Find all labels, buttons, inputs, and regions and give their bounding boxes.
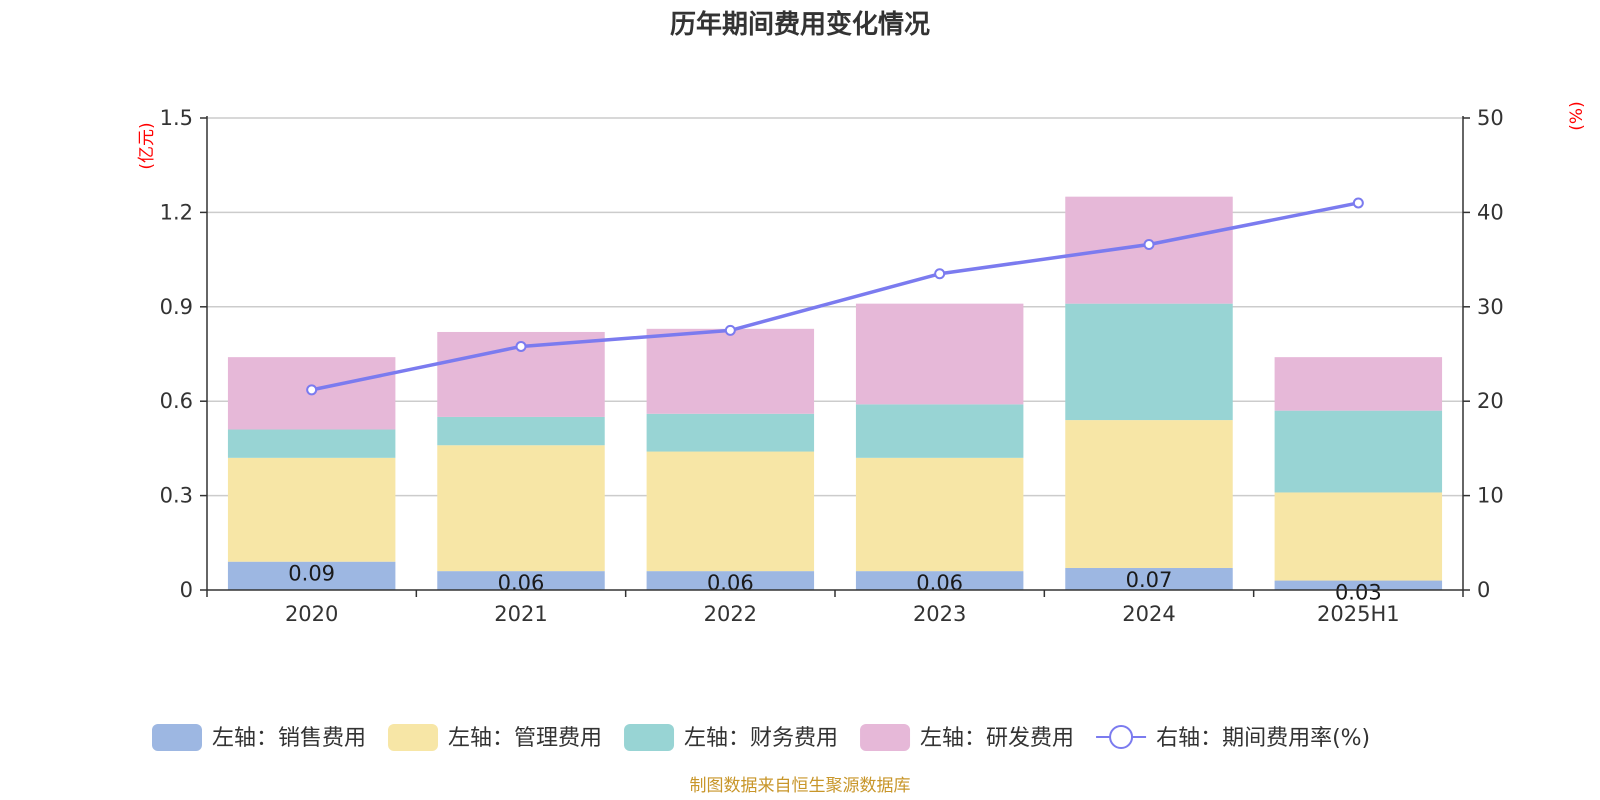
rate-line-point [515, 340, 527, 352]
left-axis-tick-label: 1.5 [160, 106, 193, 130]
legend-label: 左轴：财务费用 [684, 726, 838, 751]
bar-segment [646, 451, 815, 572]
bar-segment [1065, 567, 1233, 590]
bar-segment [646, 571, 815, 590]
x-axis-tick-label: 2021 [494, 602, 547, 626]
bar-data-label: 0.09 [288, 562, 335, 586]
bar-segment [646, 413, 815, 452]
x-axis-tick-label: 2020 [285, 602, 338, 626]
bar-segment [437, 445, 605, 572]
legend-label: 左轴：销售费用 [212, 726, 366, 751]
rate-line [306, 197, 1364, 396]
bar-segment [855, 404, 1024, 458]
legend-circle-symbol [1109, 725, 1134, 749]
left-axis-tick-label: 0 [180, 578, 193, 602]
rate-line-point [1143, 238, 1155, 250]
left-axis-unit: (亿元) [137, 122, 157, 169]
bar-segment [855, 571, 1024, 590]
x-axis-tick-label: 2023 [913, 602, 966, 626]
x-axis-tick-label: 2022 [704, 602, 757, 626]
bar-data-label: 0.03 [1335, 581, 1382, 605]
rate-line-point [1352, 197, 1364, 209]
rate-line-point [306, 384, 318, 396]
left-axis-tick-label: 0.3 [160, 484, 193, 508]
bar-segment [646, 328, 815, 414]
legend-label: 左轴：管理费用 [448, 726, 602, 751]
legend-swatch [860, 724, 911, 751]
chart-title: 历年期间费用变化情况 [670, 9, 930, 40]
bars: 0.09 0.06 0.06 0.06 0.07 0.03 [227, 196, 1443, 605]
right-axis-tick-label: 20 [1477, 389, 1504, 413]
bar-segment [227, 457, 396, 562]
legend-swatch [388, 724, 439, 751]
legend: 左轴：销售费用 左轴：管理费用 左轴：财务费用 左轴：研发费用 右轴：期间费用率(%) [152, 724, 1370, 751]
x-axis-tick-label: 2025H1 [1317, 602, 1400, 626]
left-axis-tick-label: 0.9 [160, 295, 193, 319]
bar-segment [437, 416, 605, 446]
bar-data-label: 0.06 [916, 571, 963, 595]
bar-data-label: 0.07 [1126, 568, 1173, 592]
grid-lines [207, 117, 1463, 497]
right-axis-tick-label: 10 [1477, 484, 1504, 508]
bar-segment [1065, 196, 1233, 304]
rate-line-point [724, 324, 736, 336]
bar-segment [1274, 580, 1443, 590]
legend-label: 右轴：期间费用率(%) [1156, 726, 1370, 751]
bar-data-label: 0.06 [707, 571, 754, 595]
axes: 0 0.3 0.6 0.9 1.2 1.5 0 10 20 30 40 50 2020 2021 2022 2… [160, 106, 1504, 626]
right-axis-unit: (%) [1567, 101, 1587, 130]
bar-segment [1065, 303, 1233, 421]
rate-line-path [311, 201, 1359, 392]
bar-segment [437, 571, 605, 590]
bar-segment [855, 457, 1024, 572]
rate-line-point [934, 268, 946, 280]
legend-swatch [152, 724, 202, 751]
right-axis-tick-label: 40 [1477, 200, 1504, 224]
bar-segment [227, 429, 396, 458]
source-note: 制图数据来自恒生聚源数据库 [690, 776, 911, 796]
right-axis-tick-label: 0 [1477, 578, 1490, 602]
right-axis-tick-label: 50 [1477, 106, 1504, 130]
x-axis-tick-label: 2024 [1122, 602, 1175, 626]
bar-segment [1274, 492, 1443, 581]
legend-label: 左轴：研发费用 [920, 726, 1074, 751]
bar-data-label: 0.06 [498, 571, 545, 595]
right-axis-tick-label: 30 [1477, 295, 1504, 319]
bar-segment [1274, 357, 1443, 411]
bar-segment [855, 303, 1024, 405]
bar-segment [1274, 410, 1443, 493]
bar-segment [1065, 420, 1233, 568]
left-axis-tick-label: 1.2 [160, 200, 193, 224]
legend-swatch [624, 724, 675, 751]
left-axis-tick-label: 0.6 [160, 389, 193, 413]
bar-segment [227, 561, 396, 590]
